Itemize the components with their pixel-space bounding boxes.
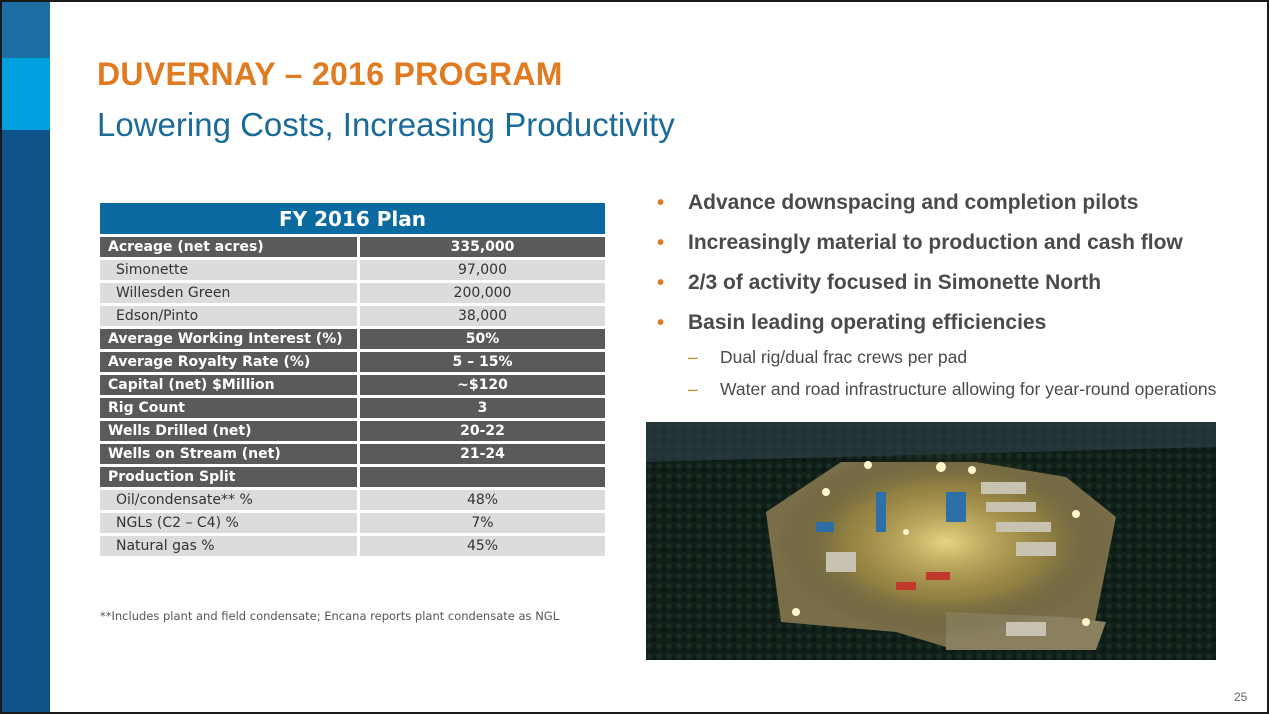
table-row: Acreage (net acres) 335,000 (100, 237, 605, 260)
row-value: 97,000 (360, 260, 605, 283)
table-header: FY 2016 Plan (100, 203, 605, 237)
row-value: 45% (360, 536, 605, 559)
row-value (360, 467, 605, 490)
accent-bar-segment (2, 58, 50, 130)
row-label: Oil/condensate** % (100, 490, 360, 513)
row-label: Edson/Pinto (100, 306, 360, 329)
bullet-item: • 2/3 of activity focused in Simonette No… (657, 268, 1183, 308)
bullet-text: Increasingly material to production and … (688, 231, 1183, 254)
slide-title: DUVERNAY – 2016 PROGRAM (97, 56, 563, 92)
sub-bullet-list: – Dual rig/dual frac crews per pad – Water… (688, 345, 1216, 409)
bullet-item: • Basin leading operating efficiencies (657, 308, 1183, 348)
row-value: 50% (360, 329, 605, 352)
dash-icon: – (688, 347, 698, 367)
row-label: Capital (net) $Million (100, 375, 360, 398)
page-number: 25 (1234, 690, 1248, 704)
table-header-row: FY 2016 Plan (100, 203, 605, 237)
accent-bar-segment (2, 2, 50, 58)
accent-bar-segment (2, 130, 50, 712)
bullet-dot-icon: • (657, 232, 665, 254)
table-row: Average Royalty Rate (%) 5 – 15% (100, 352, 605, 375)
row-label: Acreage (net acres) (100, 237, 360, 260)
slide-subtitle: Lowering Costs, Increasing Productivity (97, 106, 675, 143)
row-value: 335,000 (360, 237, 605, 260)
row-label: NGLs (C2 – C4) % (100, 513, 360, 536)
row-value: 3 (360, 398, 605, 421)
sub-bullet-text: Dual rig/dual frac crews per pad (720, 347, 968, 367)
row-label: Wells on Stream (net) (100, 444, 360, 467)
plan-table: FY 2016 Plan Acreage (net acres) 335,000 S… (100, 203, 605, 559)
bullet-dot-icon: • (657, 312, 665, 334)
bullet-text: 2/3 of activity focused in Simonette Nor… (688, 271, 1102, 294)
left-accent-bar (2, 2, 50, 712)
table-row: Natural gas % 45% (100, 536, 605, 559)
row-label: Average Working Interest (%) (100, 329, 360, 352)
row-label: Wells Drilled (net) (100, 421, 360, 444)
table-row: Edson/Pinto 38,000 (100, 306, 605, 329)
well-pad-aerial-photo (646, 422, 1216, 660)
row-value: 21-24 (360, 444, 605, 467)
row-value: 38,000 (360, 306, 605, 329)
row-value: ~$120 (360, 375, 605, 398)
bullet-text: Advance downspacing and completion pilot… (688, 191, 1139, 214)
bullet-item: • Advance downspacing and completion pilo… (657, 188, 1183, 228)
well-pad-photo-illustration (646, 422, 1216, 660)
sub-bullet-item: – Water and road infrastructure allowing … (688, 377, 1216, 409)
bullet-dot-icon: • (657, 192, 665, 214)
table-row: Production Split (100, 467, 605, 490)
table-row: Willesden Green 200,000 (100, 283, 605, 306)
table-row: Capital (net) $Million ~$120 (100, 375, 605, 398)
row-value: 200,000 (360, 283, 605, 306)
dash-icon: – (688, 379, 698, 399)
row-value: 48% (360, 490, 605, 513)
table-footnote: **Includes plant and field condensate; E… (100, 609, 560, 623)
table-row: Average Working Interest (%) 50% (100, 329, 605, 352)
sub-bullet-item: – Dual rig/dual frac crews per pad (688, 345, 1216, 377)
table-row: Wells on Stream (net) 21-24 (100, 444, 605, 467)
row-label: Rig Count (100, 398, 360, 421)
row-label: Willesden Green (100, 283, 360, 306)
bullet-text: Basin leading operating efficiencies (688, 311, 1047, 334)
row-label: Simonette (100, 260, 360, 283)
bullet-item: • Increasingly material to production and… (657, 228, 1183, 268)
sub-bullet-text: Water and road infrastructure allowing f… (720, 379, 1217, 399)
row-value: 5 – 15% (360, 352, 605, 375)
row-label: Production Split (100, 467, 360, 490)
row-value: 20-22 (360, 421, 605, 444)
table-row: Simonette 97,000 (100, 260, 605, 283)
table-row: NGLs (C2 – C4) % 7% (100, 513, 605, 536)
row-label: Average Royalty Rate (%) (100, 352, 360, 375)
table-body: Acreage (net acres) 335,000 Simonette 97,00… (100, 237, 605, 559)
row-label: Natural gas % (100, 536, 360, 559)
bullet-list: • Advance downspacing and completion pilo… (657, 188, 1183, 348)
table-row: Rig Count 3 (100, 398, 605, 421)
bullet-dot-icon: • (657, 272, 665, 294)
table-row: Oil/condensate** % 48% (100, 490, 605, 513)
table-row: Wells Drilled (net) 20-22 (100, 421, 605, 444)
row-value: 7% (360, 513, 605, 536)
